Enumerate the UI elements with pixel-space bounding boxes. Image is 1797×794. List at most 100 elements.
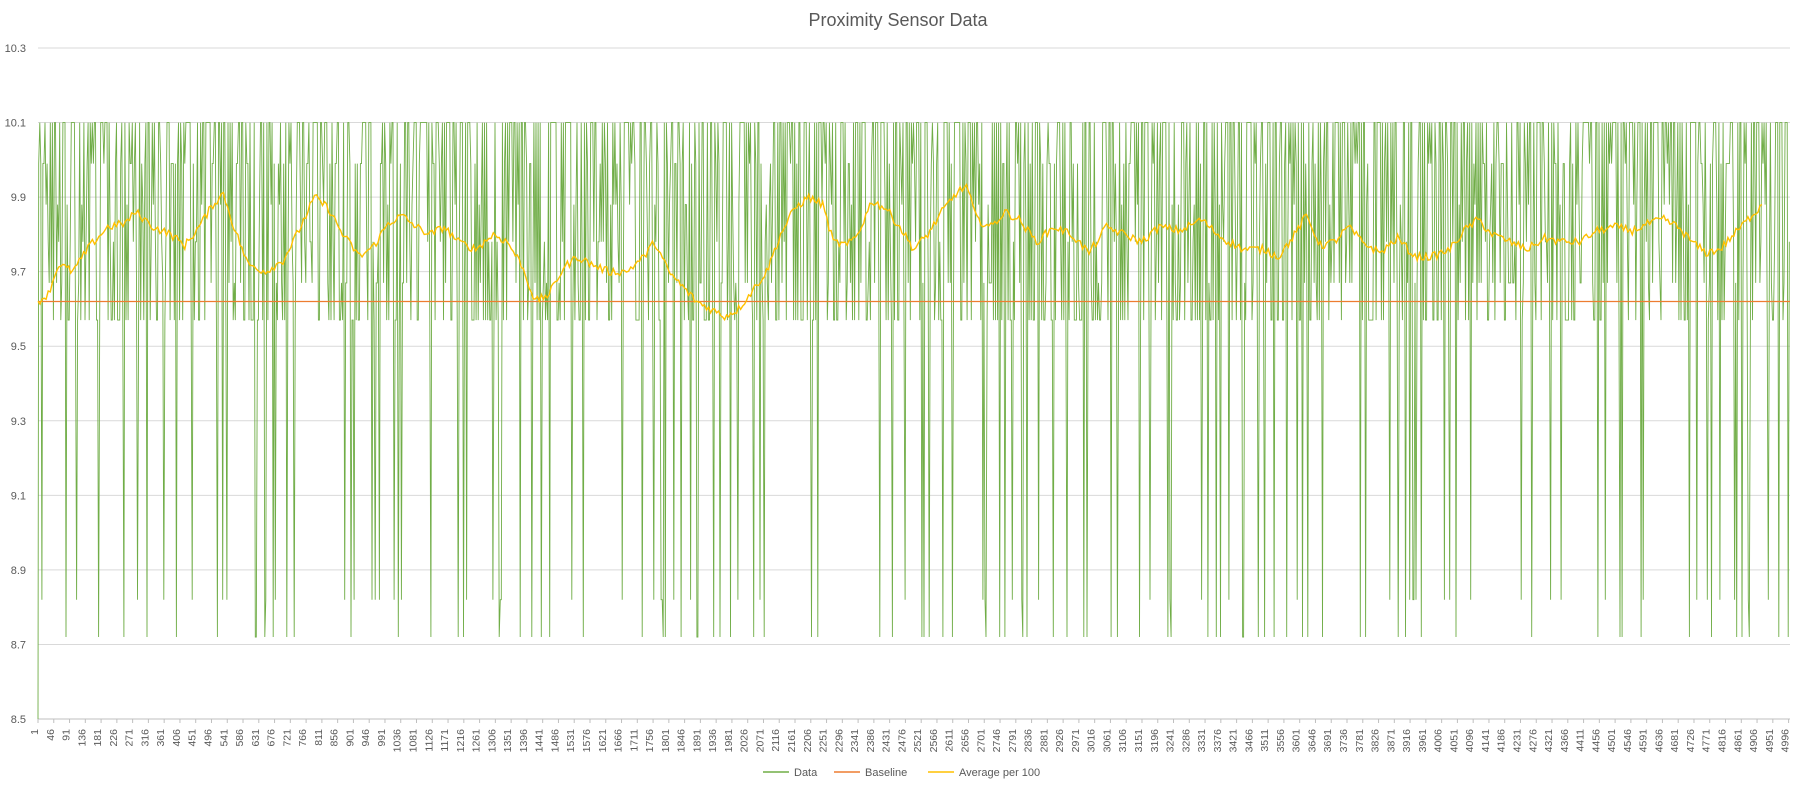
x-tick-label: 1486 (549, 729, 561, 753)
x-tick-label: 4141 (1480, 729, 1492, 753)
legend-label: Data (794, 767, 818, 779)
x-tick-label: 4681 (1669, 729, 1681, 753)
x-tick-label: 2611 (944, 729, 956, 752)
y-tick-label: 10.1 (5, 118, 26, 130)
y-tick-label: 9.5 (11, 341, 26, 353)
y-tick-label: 9.9 (11, 192, 26, 204)
x-tick-label: 901 (344, 729, 356, 747)
x-tick-label: 3421 (1228, 729, 1240, 753)
x-tick-label: 451 (187, 729, 199, 747)
x-tick-label: 811 (313, 729, 325, 746)
x-tick-label: 1261 (471, 729, 483, 753)
x-tick-label: 3691 (1322, 729, 1334, 753)
y-tick-label: 8.9 (11, 565, 26, 577)
x-tick-label: 3826 (1370, 729, 1382, 753)
x-tick-label: 1891 (691, 729, 703, 753)
x-tick-label: 3871 (1385, 729, 1397, 753)
y-tick-label: 9.1 (11, 490, 26, 502)
x-tick-label: 2341 (849, 729, 861, 753)
x-tick-label: 1576 (581, 729, 593, 753)
x-tick-label: 3376 (1212, 729, 1224, 753)
x-tick-label: 2881 (1038, 729, 1050, 753)
x-tick-label: 2926 (1054, 729, 1066, 753)
x-tick-label: 2206 (802, 729, 814, 753)
x-tick-label: 46 (45, 729, 57, 741)
y-tick-label: 8.5 (11, 714, 26, 726)
x-tick-label: 1126 (423, 729, 435, 752)
x-tick-label: 4231 (1511, 729, 1523, 753)
x-tick-label: 676 (266, 729, 278, 747)
x-tick-label: 2161 (786, 729, 798, 753)
x-tick-label: 3106 (1117, 729, 1129, 753)
x-tick-label: 3781 (1354, 729, 1366, 753)
x-tick-label: 1351 (502, 729, 514, 753)
x-tick-label: 1666 (613, 729, 625, 753)
x-tick-label: 3466 (1243, 729, 1255, 753)
x-tick-label: 1711 (628, 729, 640, 752)
x-tick-label: 3511 (1259, 729, 1271, 752)
x-tick-label: 3151 (1133, 729, 1145, 753)
x-tick-label: 136 (76, 729, 88, 747)
y-tick-label: 9.3 (11, 416, 26, 428)
x-tick-label: 4051 (1448, 729, 1460, 753)
y-tick-label: 10.3 (5, 43, 26, 55)
x-tick-label: 2296 (833, 729, 845, 753)
x-tick-label: 2566 (928, 729, 940, 753)
x-tick-label: 4861 (1732, 729, 1744, 753)
x-tick-label: 1081 (408, 729, 420, 753)
x-tick-label: 856 (329, 729, 341, 747)
x-tick-label: 4411 (1575, 729, 1587, 752)
x-tick-label: 991 (376, 729, 388, 747)
x-tick-label: 1306 (486, 729, 498, 753)
x-tick-label: 4546 (1622, 729, 1634, 753)
x-tick-label: 4771 (1701, 729, 1713, 753)
x-tick-label: 406 (171, 729, 183, 747)
x-tick-label: 496 (202, 729, 214, 747)
x-tick-label: 3016 (1086, 729, 1098, 753)
x-tick-label: 631 (250, 729, 262, 747)
x-tick-label: 946 (360, 729, 372, 747)
x-tick-label: 1396 (518, 729, 530, 753)
x-tick-label: 4816 (1717, 729, 1729, 753)
x-tick-label: 4996 (1780, 729, 1792, 753)
x-tick-label: 3331 (1196, 729, 1208, 753)
x-tick-label: 766 (297, 729, 309, 747)
x-tick-label: 4726 (1685, 729, 1697, 753)
x-axis-ticks: 1 46 91 136 181 226 271 316 361 406 451 496 541 586 63… (29, 719, 1792, 752)
x-tick-label: 1621 (597, 729, 609, 753)
x-tick-label: 1981 (723, 729, 735, 753)
x-tick-label: 2791 (1007, 729, 1019, 753)
x-tick-label: 2386 (865, 729, 877, 753)
series-average-line (37, 183, 1763, 322)
legend-label: Baseline (865, 767, 907, 779)
x-tick-label: 2701 (975, 729, 987, 753)
y-tick-label: 9.7 (11, 267, 26, 279)
x-tick-label: 1531 (565, 729, 577, 753)
x-tick-label: 1936 (707, 729, 719, 753)
x-tick-label: 226 (108, 729, 120, 747)
series-data-line (37, 122, 1790, 720)
x-tick-label: 3961 (1417, 729, 1429, 753)
x-tick-label: 4591 (1638, 729, 1650, 753)
x-tick-label: 1441 (534, 729, 546, 753)
x-tick-label: 2656 (959, 729, 971, 753)
x-tick-label: 1801 (660, 729, 672, 753)
y-tick-label: 8.7 (11, 639, 26, 651)
x-tick-label: 3241 (1165, 729, 1177, 753)
x-tick-label: 2431 (881, 729, 893, 753)
legend: Data Baseline Average per 100 (763, 767, 1040, 779)
series-group (37, 122, 1790, 720)
x-tick-label: 91 (61, 729, 73, 741)
y-axis-ticks: 8.5 8.7 8.9 9.1 9.3 9.5 9.7 9.9 10.1 10.3 (5, 43, 26, 726)
x-tick-label: 181 (92, 729, 104, 747)
x-tick-label: 1036 (392, 729, 404, 753)
x-tick-label: 721 (281, 729, 293, 747)
x-tick-label: 2521 (912, 729, 924, 753)
x-tick-label: 1 (29, 729, 41, 735)
x-tick-label: 3601 (1291, 729, 1303, 753)
x-tick-label: 541 (218, 729, 230, 747)
x-tick-label: 361 (155, 729, 167, 747)
x-tick-label: 4276 (1527, 729, 1539, 753)
x-tick-label: 2746 (991, 729, 1003, 753)
